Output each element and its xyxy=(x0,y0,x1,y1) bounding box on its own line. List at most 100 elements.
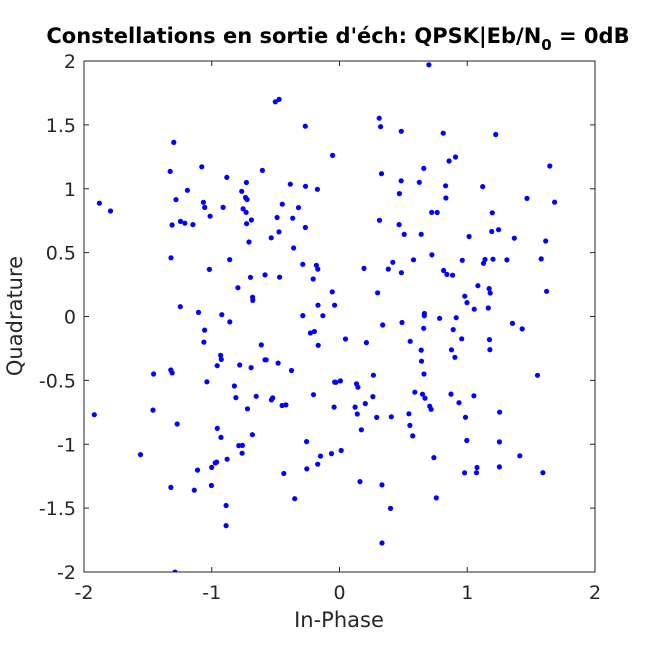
data-point xyxy=(239,450,245,456)
data-point xyxy=(219,312,225,318)
data-point xyxy=(275,360,281,366)
data-point xyxy=(263,357,269,363)
data-point xyxy=(473,470,480,476)
data-point xyxy=(195,309,202,315)
data-point xyxy=(227,257,233,263)
data-point xyxy=(218,434,224,440)
data-point xyxy=(302,183,309,189)
data-point xyxy=(475,283,481,289)
data-point xyxy=(237,362,243,368)
data-point xyxy=(489,210,495,216)
data-point xyxy=(96,200,102,206)
data-point xyxy=(300,313,306,319)
data-point xyxy=(452,354,458,360)
data-point xyxy=(248,217,254,223)
data-point xyxy=(538,256,544,262)
y-tick-label: 1 xyxy=(64,179,76,201)
data-point xyxy=(249,432,255,438)
data-point xyxy=(191,487,197,493)
data-point xyxy=(290,215,296,221)
data-point xyxy=(437,315,443,321)
data-point xyxy=(239,188,245,194)
data-point xyxy=(206,266,212,272)
data-point xyxy=(387,505,394,511)
data-point xyxy=(242,194,249,201)
y-tick-label: -1 xyxy=(57,434,76,456)
data-point xyxy=(352,404,358,410)
data-point xyxy=(168,367,174,373)
data-point xyxy=(333,379,339,385)
data-point xyxy=(480,184,486,190)
data-point xyxy=(443,183,449,189)
data-point xyxy=(429,209,435,215)
data-point xyxy=(253,393,259,399)
data-point xyxy=(276,229,282,235)
data-point xyxy=(209,464,215,470)
data-point xyxy=(433,495,439,501)
data-point xyxy=(224,456,230,462)
data-point xyxy=(190,222,196,228)
data-point xyxy=(300,261,306,267)
data-point xyxy=(406,411,412,417)
data-point xyxy=(244,221,250,227)
data-point xyxy=(201,339,207,345)
data-point xyxy=(247,274,254,280)
data-point xyxy=(262,272,268,278)
data-point xyxy=(385,266,391,272)
data-point xyxy=(407,422,413,428)
data-point xyxy=(497,409,503,415)
data-point xyxy=(511,235,517,241)
data-point xyxy=(279,201,285,207)
data-point xyxy=(444,271,450,277)
data-point xyxy=(504,257,510,263)
data-point xyxy=(283,402,289,408)
data-point xyxy=(274,214,280,221)
data-point xyxy=(410,257,417,263)
data-point xyxy=(380,322,386,328)
data-point xyxy=(223,523,229,529)
data-point xyxy=(137,452,144,458)
data-point xyxy=(486,337,493,343)
data-point xyxy=(353,381,360,387)
chart-title-suffix: = 0dB xyxy=(552,24,630,48)
data-point xyxy=(337,378,343,384)
data-point xyxy=(200,199,206,205)
data-point xyxy=(462,293,468,299)
data-point xyxy=(450,327,456,333)
data-point xyxy=(490,256,496,262)
data-point xyxy=(418,358,425,364)
y-tick-label: 2 xyxy=(64,51,76,73)
data-point xyxy=(281,470,287,477)
data-point xyxy=(496,439,502,445)
data-point xyxy=(304,439,310,445)
data-point xyxy=(302,123,308,129)
data-point xyxy=(434,209,440,216)
data-point xyxy=(329,289,335,295)
data-point xyxy=(199,164,205,170)
data-point xyxy=(421,325,427,331)
data-point xyxy=(376,217,383,223)
data-point xyxy=(311,328,317,335)
data-point xyxy=(399,319,405,326)
data-point xyxy=(453,315,459,321)
data-point xyxy=(362,401,368,407)
data-point xyxy=(291,245,297,251)
data-point xyxy=(214,459,220,465)
data-point xyxy=(288,367,295,374)
data-point xyxy=(456,400,462,406)
data-point xyxy=(240,206,246,212)
data-point xyxy=(363,340,369,346)
data-point xyxy=(398,270,404,276)
data-point xyxy=(421,165,427,171)
data-point xyxy=(243,209,249,215)
data-point xyxy=(218,352,224,358)
data-point xyxy=(310,276,316,282)
x-axis-ticks: -2 -1 0 1 2 xyxy=(75,61,601,604)
data-point xyxy=(331,404,337,410)
data-point xyxy=(462,414,469,420)
x-tick-label: -2 xyxy=(75,582,94,604)
data-point xyxy=(426,62,432,68)
data-point xyxy=(214,425,220,431)
